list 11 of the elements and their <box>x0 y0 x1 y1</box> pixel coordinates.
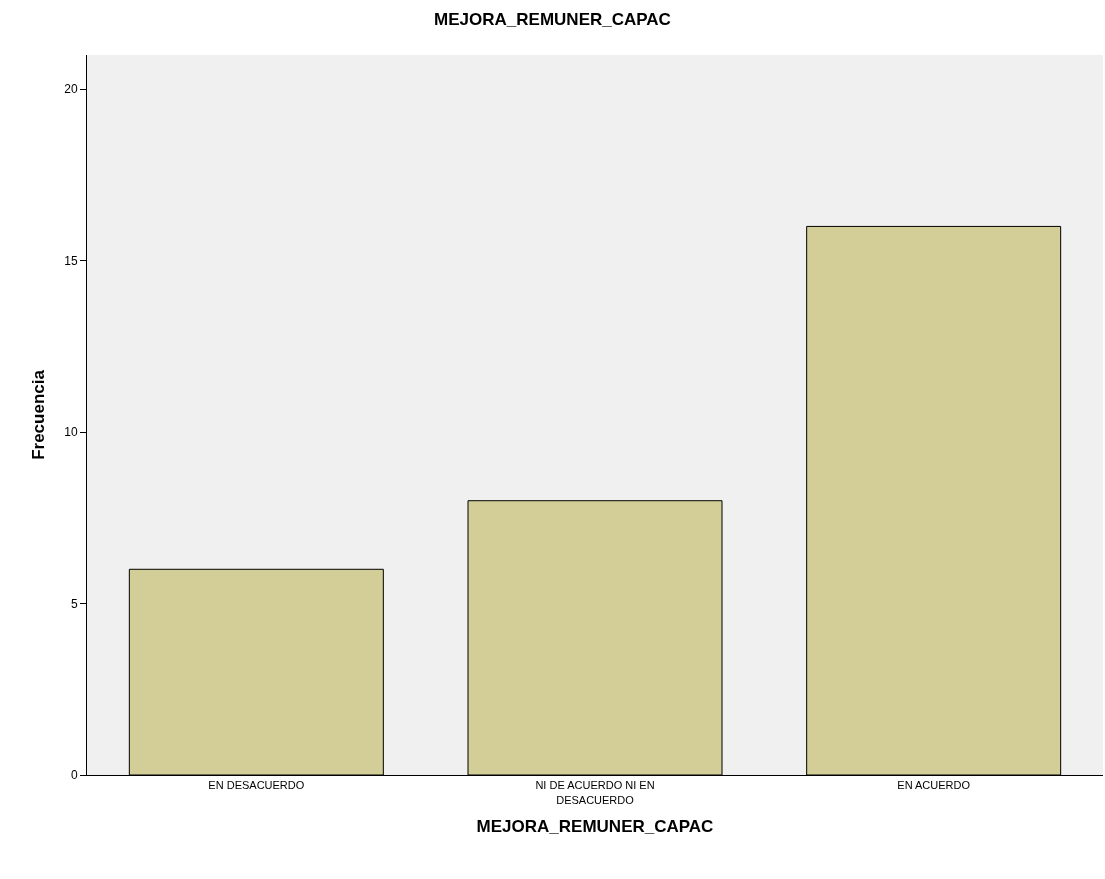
y-tick-label: 10 <box>64 425 78 440</box>
y-tick-label: 5 <box>70 596 78 611</box>
y-tick-label: 15 <box>64 253 78 268</box>
y-tick-label: 20 <box>64 82 78 97</box>
x-tick-label: EN ACUERDO <box>897 779 971 792</box>
x-tick-label: EN DESACUERDO <box>208 779 305 792</box>
y-axis-title: Frecuencia <box>28 369 48 460</box>
x-axis-title: MEJORA_REMUNER_CAPAC <box>476 816 714 836</box>
x-tick-label: NI DE ACUERDO NI EN DESACUERDO <box>535 779 655 806</box>
y-tick-label: 0 <box>70 768 78 783</box>
chart-title: MEJORA_REMUNER_CAPAC <box>434 10 671 30</box>
